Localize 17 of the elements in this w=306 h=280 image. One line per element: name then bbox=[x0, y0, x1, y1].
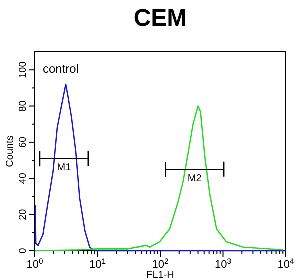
x-tick-label: 10$^{2}$ bbox=[152, 256, 169, 271]
x-tick-label: 10$^{0}$ bbox=[26, 256, 44, 271]
y-axis-title: Counts bbox=[5, 136, 16, 168]
series-label: M2 bbox=[188, 174, 202, 185]
x-tick-label: 10$^{3}$ bbox=[214, 256, 232, 271]
y-tick-label: 0 bbox=[18, 248, 29, 254]
series-label: M1 bbox=[57, 162, 72, 174]
y-tick-label: 80 bbox=[18, 100, 29, 112]
y-tick-label: 20 bbox=[18, 208, 29, 220]
chart-title: CEM bbox=[134, 5, 188, 32]
annotation: control bbox=[43, 62, 80, 76]
x-tick-label: 10$^{4}$ bbox=[278, 256, 295, 271]
x-axis-title: FL1-H bbox=[146, 270, 174, 280]
y-tick-label: 100 bbox=[18, 61, 29, 78]
x-tick-label: 10$^{1}$ bbox=[89, 256, 106, 271]
y-tick-label: 60 bbox=[18, 136, 29, 148]
y-tick-label: 40 bbox=[18, 172, 29, 184]
